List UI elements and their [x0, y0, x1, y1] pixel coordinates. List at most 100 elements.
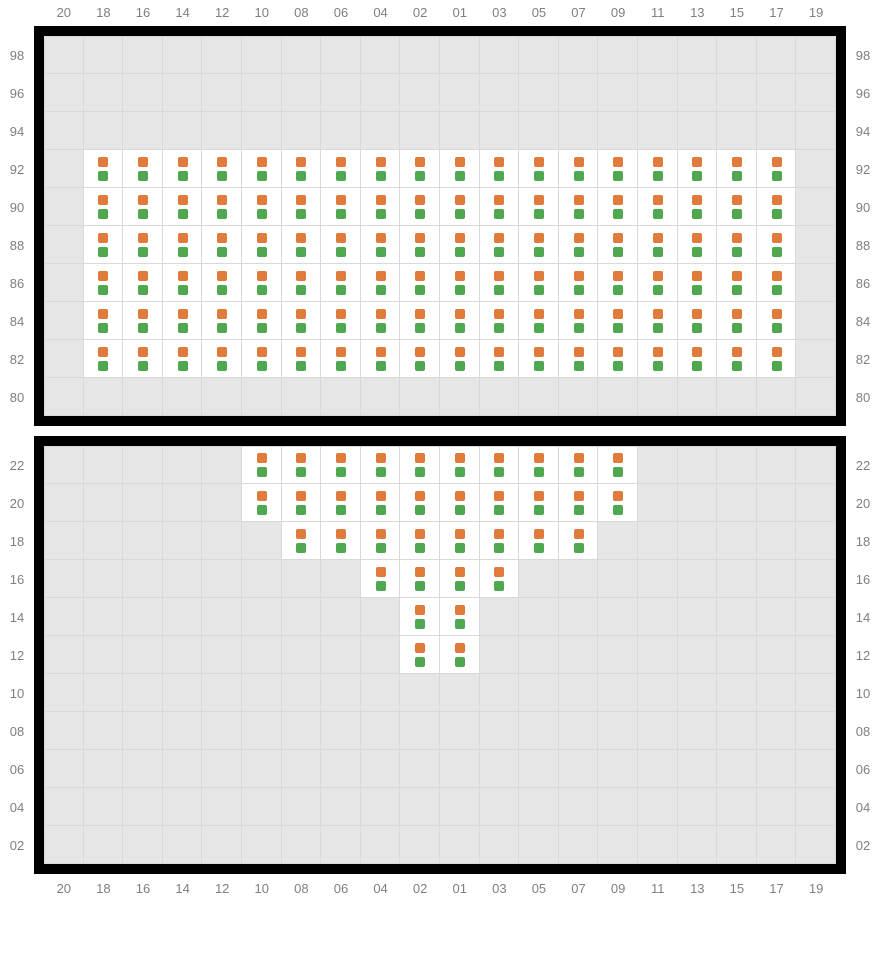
slot-active[interactable] [361, 302, 401, 340]
slot-active[interactable] [440, 302, 480, 340]
slot-active[interactable] [400, 340, 440, 378]
slot-active[interactable] [163, 150, 203, 188]
slot-active[interactable] [480, 484, 520, 522]
slot-active[interactable] [638, 302, 678, 340]
slot-active[interactable] [202, 226, 242, 264]
slot-active[interactable] [757, 340, 797, 378]
slot-active[interactable] [757, 188, 797, 226]
slot-active[interactable] [678, 302, 718, 340]
slot-active[interactable] [202, 188, 242, 226]
slot-active[interactable] [519, 484, 559, 522]
slot-active[interactable] [480, 340, 520, 378]
slot-active[interactable] [84, 340, 124, 378]
slot-active[interactable] [638, 264, 678, 302]
slot-active[interactable] [202, 340, 242, 378]
slot-active[interactable] [84, 302, 124, 340]
slot-active[interactable] [757, 302, 797, 340]
slot-active[interactable] [400, 522, 440, 560]
slot-active[interactable] [480, 264, 520, 302]
slot-active[interactable] [242, 226, 282, 264]
slot-active[interactable] [598, 484, 638, 522]
slot-active[interactable] [202, 150, 242, 188]
slot-active[interactable] [598, 264, 638, 302]
slot-active[interactable] [480, 446, 520, 484]
slot-active[interactable] [321, 340, 361, 378]
slot-active[interactable] [282, 226, 322, 264]
slot-active[interactable] [717, 150, 757, 188]
slot-active[interactable] [519, 188, 559, 226]
slot-active[interactable] [84, 226, 124, 264]
slot-active[interactable] [321, 302, 361, 340]
slot-active[interactable] [361, 188, 401, 226]
slot-active[interactable] [242, 340, 282, 378]
slot-active[interactable] [638, 188, 678, 226]
slot-active[interactable] [559, 340, 599, 378]
slot-active[interactable] [400, 636, 440, 674]
slot-active[interactable] [638, 226, 678, 264]
slot-active[interactable] [282, 150, 322, 188]
slot-active[interactable] [638, 150, 678, 188]
slot-active[interactable] [321, 226, 361, 264]
slot-active[interactable] [361, 340, 401, 378]
slot-active[interactable] [678, 340, 718, 378]
slot-active[interactable] [678, 188, 718, 226]
slot-active[interactable] [321, 264, 361, 302]
slot-active[interactable] [282, 302, 322, 340]
slot-active[interactable] [123, 226, 163, 264]
slot-active[interactable] [123, 264, 163, 302]
slot-active[interactable] [84, 150, 124, 188]
slot-active[interactable] [282, 264, 322, 302]
slot-active[interactable] [559, 302, 599, 340]
slot-active[interactable] [400, 446, 440, 484]
slot-active[interactable] [242, 302, 282, 340]
slot-active[interactable] [598, 226, 638, 264]
slot-active[interactable] [282, 522, 322, 560]
slot-active[interactable] [321, 484, 361, 522]
slot-active[interactable] [282, 484, 322, 522]
slot-active[interactable] [598, 446, 638, 484]
slot-active[interactable] [282, 446, 322, 484]
slot-active[interactable] [559, 522, 599, 560]
slot-active[interactable] [361, 226, 401, 264]
slot-active[interactable] [123, 150, 163, 188]
slot-active[interactable] [559, 264, 599, 302]
slot-active[interactable] [519, 446, 559, 484]
slot-active[interactable] [440, 188, 480, 226]
slot-active[interactable] [440, 226, 480, 264]
slot-active[interactable] [321, 446, 361, 484]
slot-active[interactable] [400, 302, 440, 340]
slot-active[interactable] [519, 340, 559, 378]
slot-active[interactable] [282, 340, 322, 378]
slot-active[interactable] [202, 264, 242, 302]
slot-active[interactable] [163, 226, 203, 264]
slot-active[interactable] [321, 150, 361, 188]
slot-active[interactable] [559, 188, 599, 226]
slot-active[interactable] [717, 340, 757, 378]
slot-active[interactable] [400, 598, 440, 636]
slot-active[interactable] [242, 446, 282, 484]
slot-active[interactable] [757, 264, 797, 302]
slot-active[interactable] [242, 150, 282, 188]
slot-active[interactable] [440, 636, 480, 674]
slot-active[interactable] [440, 340, 480, 378]
slot-active[interactable] [202, 302, 242, 340]
slot-active[interactable] [519, 226, 559, 264]
slot-active[interactable] [361, 522, 401, 560]
slot-active[interactable] [440, 598, 480, 636]
slot-active[interactable] [361, 264, 401, 302]
slot-active[interactable] [84, 188, 124, 226]
slot-active[interactable] [282, 188, 322, 226]
slot-active[interactable] [480, 188, 520, 226]
slot-active[interactable] [163, 264, 203, 302]
slot-active[interactable] [440, 484, 480, 522]
slot-active[interactable] [440, 446, 480, 484]
slot-active[interactable] [242, 484, 282, 522]
slot-active[interactable] [163, 302, 203, 340]
slot-active[interactable] [559, 446, 599, 484]
slot-active[interactable] [678, 150, 718, 188]
slot-active[interactable] [519, 150, 559, 188]
slot-active[interactable] [400, 264, 440, 302]
slot-active[interactable] [678, 226, 718, 264]
slot-active[interactable] [559, 150, 599, 188]
slot-active[interactable] [400, 560, 440, 598]
